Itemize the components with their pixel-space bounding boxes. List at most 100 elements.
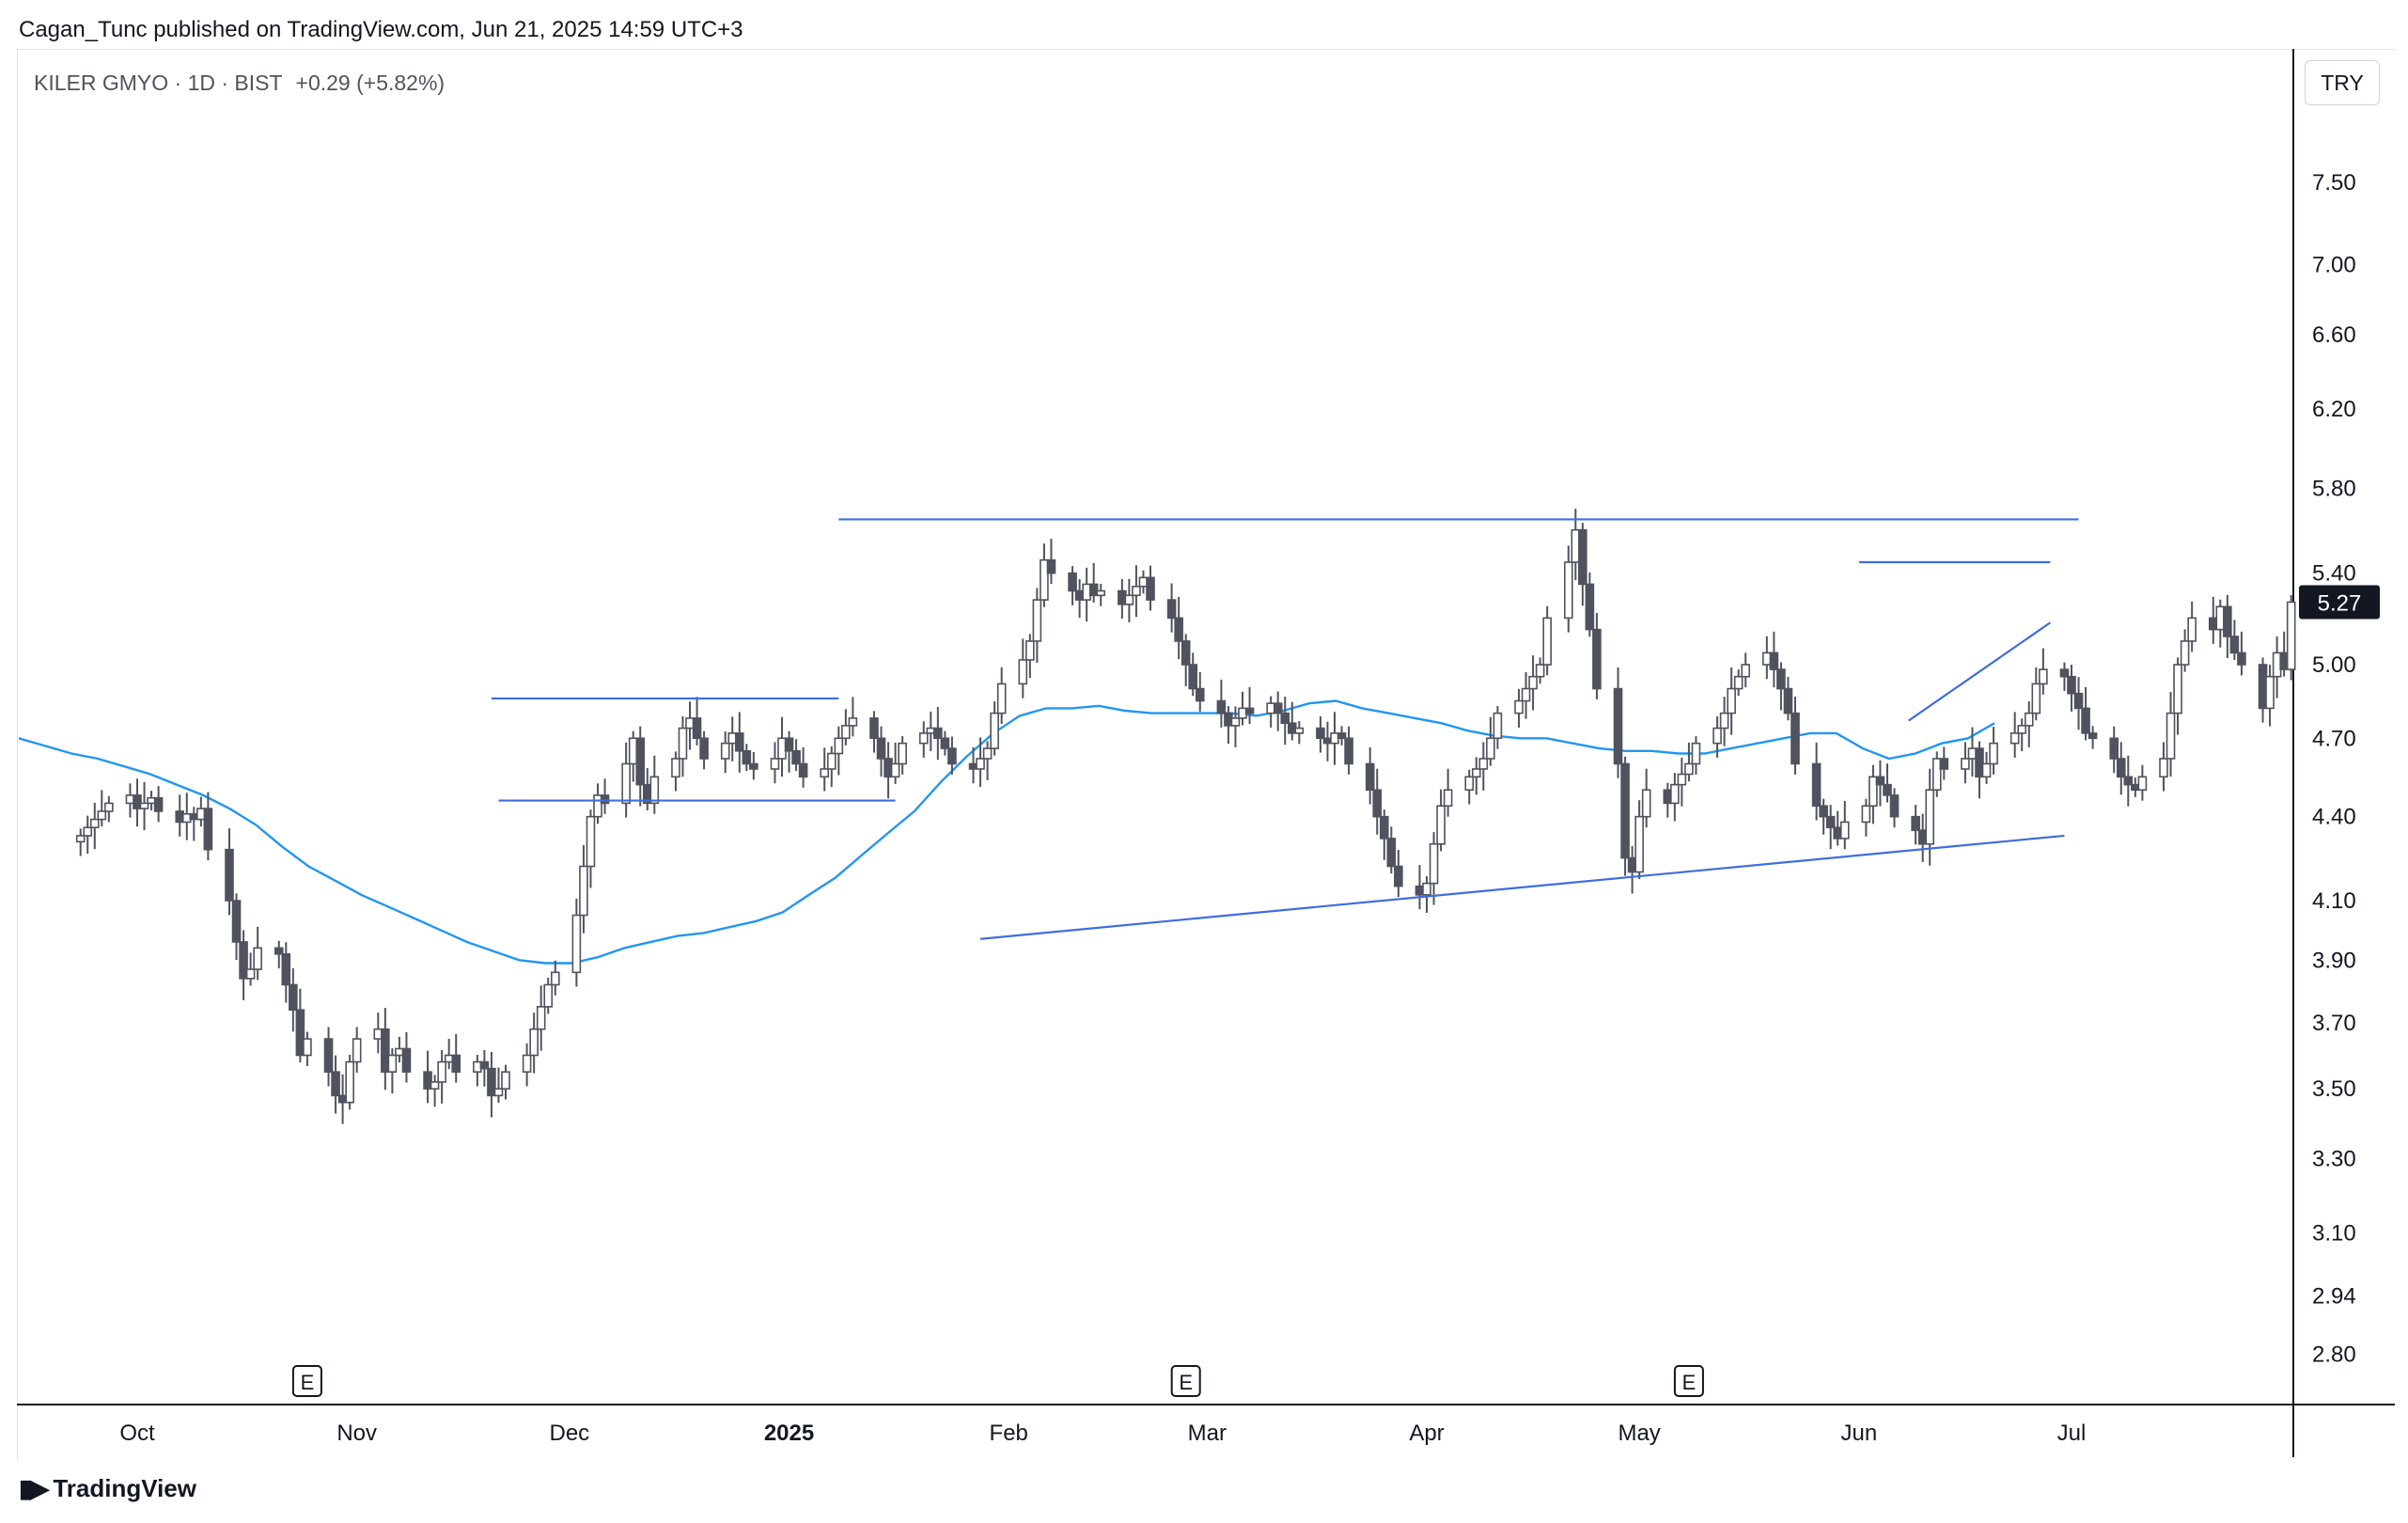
candle	[890, 742, 900, 784]
candle	[231, 893, 242, 961]
candle	[1939, 746, 1949, 780]
candle	[387, 1047, 398, 1094]
earnings-marker-label: E	[1682, 1371, 1697, 1394]
candle	[1493, 706, 1503, 749]
candle	[2116, 742, 2126, 795]
candle	[153, 786, 164, 823]
candle	[1839, 800, 1850, 850]
candle	[1486, 716, 1495, 766]
candle	[1124, 578, 1134, 622]
candle	[1592, 613, 1602, 699]
candle	[2087, 726, 2098, 749]
time-tick-label: Mar	[1188, 1421, 1227, 1446]
candle	[621, 742, 631, 818]
time-tick-label: Dec	[550, 1421, 590, 1446]
candle	[1195, 671, 1205, 712]
candle	[1166, 583, 1177, 633]
candle	[1365, 746, 1375, 805]
candle	[1790, 697, 1800, 775]
candle	[1032, 588, 1042, 663]
candle	[2137, 764, 2148, 801]
candle	[1769, 631, 1779, 688]
price-tick-label: 4.10	[2312, 888, 2356, 914]
trendline-drawing[interactable]	[979, 834, 2065, 940]
candle	[253, 926, 262, 981]
candle	[1230, 706, 1241, 747]
currency-button[interactable]: TRY	[2305, 60, 2380, 105]
symbol-legend[interactable]: KILER GMYO · 1D · BIST +0.29 (+5.82%)	[34, 71, 445, 96]
candle	[699, 730, 709, 770]
candle	[1273, 691, 1283, 731]
candle	[451, 1033, 461, 1083]
last-price-label: 5.27	[2318, 590, 2362, 616]
candle	[1443, 768, 1453, 817]
price-tick-label: 4.70	[2312, 726, 2356, 751]
candle	[791, 739, 801, 772]
candle	[1344, 726, 1353, 775]
candle	[1563, 545, 1573, 633]
candle	[1068, 566, 1077, 605]
tradingview-brand[interactable]: ▮▶ TradingView	[19, 1474, 196, 1503]
candle	[1040, 543, 1049, 607]
moving-average-layer	[18, 699, 1995, 965]
candle	[1811, 742, 1822, 821]
candle	[2229, 620, 2240, 661]
candle	[1783, 676, 1793, 721]
legend-symbol: KILER GMYO · 1D · BIST	[34, 71, 283, 95]
candle	[1981, 751, 1992, 784]
candle	[1088, 562, 1099, 603]
time-tick-label: Jun	[1840, 1421, 1877, 1446]
candle	[1883, 763, 1892, 803]
candle	[1727, 667, 1736, 735]
candle	[1684, 742, 1694, 782]
candle	[1096, 583, 1106, 606]
candle	[1578, 523, 1587, 606]
candle	[1961, 742, 1970, 784]
candle	[133, 778, 142, 827]
candle	[1372, 768, 1383, 835]
candle	[203, 792, 213, 861]
candle	[1542, 605, 1552, 676]
candle	[104, 795, 114, 823]
legend-change: +0.29 (+5.82%)	[295, 71, 446, 95]
candle	[826, 746, 837, 788]
time-tick-label: May	[1618, 1421, 1660, 1446]
candle	[522, 1043, 532, 1087]
price-tick-label: 6.20	[2312, 397, 2356, 422]
candle	[2237, 631, 2246, 676]
candle	[1889, 788, 1900, 828]
candle	[1280, 697, 1290, 746]
earnings-marker[interactable]: E	[1673, 1365, 1704, 1397]
candle	[1733, 669, 1743, 697]
candle	[331, 1055, 340, 1114]
candle	[1712, 715, 1722, 758]
candle	[323, 1027, 334, 1087]
candle	[2173, 657, 2182, 735]
candle	[1776, 662, 1786, 711]
candle	[820, 747, 830, 792]
candle	[869, 711, 879, 753]
candle	[543, 977, 554, 1014]
candle	[225, 828, 234, 916]
earnings-marker[interactable]: E	[1170, 1365, 1201, 1397]
candle	[918, 721, 929, 758]
candle	[2180, 629, 2190, 672]
price-tick-label: 5.40	[2312, 561, 2356, 587]
candle	[1436, 789, 1446, 852]
candle	[1819, 798, 1828, 835]
candle	[423, 1050, 432, 1104]
candle	[2166, 692, 2176, 777]
candle	[600, 778, 610, 814]
candle	[1741, 652, 1751, 688]
trendline-drawing[interactable]	[1907, 621, 2052, 722]
earnings-marker[interactable]: E	[291, 1365, 322, 1397]
price-tick-label: 3.50	[2312, 1076, 2356, 1102]
candle	[1244, 686, 1255, 725]
candle	[1394, 849, 1403, 898]
candle	[1188, 652, 1198, 697]
time-axis[interactable]: Oct Nov Dec 2025 Feb Mar Apr May Jun Jul	[119, 1421, 2086, 1446]
candle	[990, 701, 999, 756]
candle	[281, 942, 291, 1003]
price-axis[interactable]: 7.50 7.00 6.60 6.20 5.80 5.40 5.00 4.70 4.40 4.10…	[2312, 170, 2356, 1367]
